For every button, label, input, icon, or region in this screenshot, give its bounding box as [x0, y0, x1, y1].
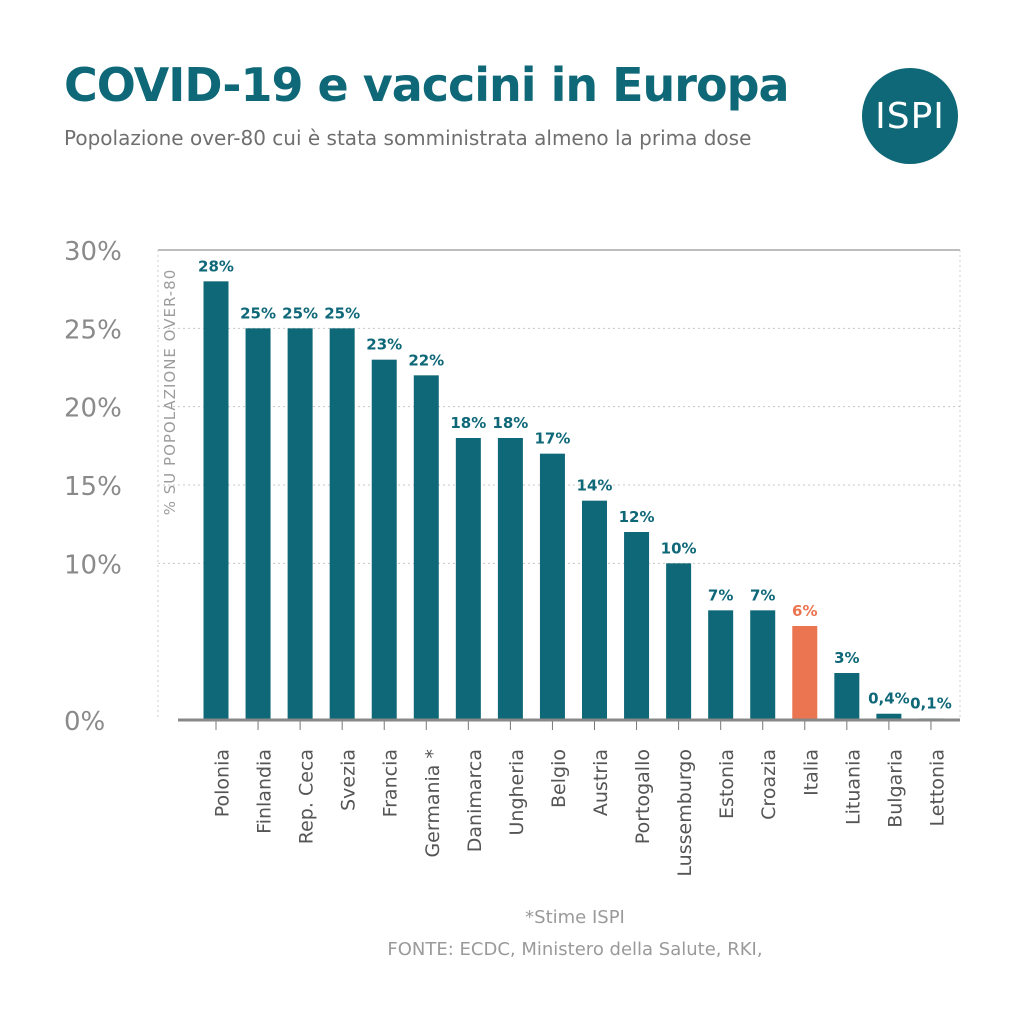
data-label: 18%: [492, 414, 528, 432]
bar: [329, 328, 355, 720]
data-label: 10%: [661, 539, 697, 557]
x-tick-label: Lussemburgo: [674, 749, 696, 877]
bar: [371, 359, 397, 720]
x-tick-label: Lituania: [842, 749, 864, 825]
ispi-logo: ISPI: [862, 68, 958, 164]
bar: [792, 626, 818, 720]
data-label: 25%: [240, 304, 276, 322]
bar: [497, 438, 523, 720]
bar: [582, 500, 607, 720]
y-tick-label: 30%: [64, 237, 122, 267]
data-label: 7%: [750, 586, 775, 604]
x-tick-label: Bulgaria: [884, 749, 906, 828]
bar: [287, 328, 313, 720]
y-tick-label: 0%: [64, 707, 105, 737]
y-tick-label: 20%: [64, 394, 122, 424]
data-label: 28%: [198, 257, 234, 275]
bar: [834, 673, 860, 720]
x-tick-label: Portogallo: [632, 749, 654, 844]
bar: [203, 281, 229, 720]
data-label: 14%: [577, 477, 613, 495]
bar: [245, 328, 271, 720]
x-tick-label: Belgio: [548, 749, 570, 808]
x-tick-label: Francia: [380, 749, 402, 817]
data-label: 12%: [619, 508, 655, 526]
chart-title: COVID-19 e vaccini in Europa: [64, 58, 790, 112]
y-tick-label: 10%: [64, 550, 122, 580]
x-tick-label: Ungheria: [506, 749, 528, 835]
data-label: 22%: [408, 351, 444, 369]
source-note: FONTE: ECDC, Ministero della Salute, RKI…: [387, 939, 763, 960]
bar: [876, 713, 902, 720]
x-tick-label: Danimarca: [464, 749, 486, 852]
x-tick-label: Italia: [800, 749, 822, 796]
data-label: 23%: [366, 336, 402, 354]
data-label: 17%: [534, 430, 570, 448]
x-tick-label: Finlandia: [254, 749, 276, 834]
data-label: 25%: [324, 304, 360, 322]
x-tick-label: Austria: [590, 749, 612, 816]
data-label: 3%: [834, 649, 859, 667]
chart-subtitle: Popolazione over-80 cui è stata somminis…: [64, 126, 752, 150]
data-label: 7%: [708, 586, 733, 604]
data-label: 0,1%: [910, 694, 952, 712]
bar: [539, 453, 565, 720]
bar: [413, 375, 439, 720]
data-label: 25%: [282, 304, 318, 322]
bar: [455, 438, 481, 720]
x-tick-label: Rep. Ceca: [296, 749, 318, 844]
bar: [624, 532, 650, 720]
data-label: 0,4%: [868, 690, 910, 708]
data-label: 18%: [450, 414, 486, 432]
y-tick-label: 25%: [64, 315, 122, 345]
x-tick-label: Germania *: [422, 749, 444, 858]
bar: [750, 610, 776, 720]
y-tick-label: 15%: [64, 472, 122, 502]
bar: [666, 563, 692, 720]
x-tick-label: Svezia: [338, 749, 360, 811]
x-tick-label: Estonia: [716, 749, 738, 819]
x-tick-label: Lettonia: [926, 749, 948, 826]
x-tick-label: Polonia: [212, 749, 234, 817]
footnote: *Stime ISPI: [525, 907, 625, 928]
data-label: 6%: [792, 602, 817, 620]
logo-text: ISPI: [875, 95, 945, 137]
bar: [708, 610, 734, 720]
x-tick-label: Croazia: [758, 749, 780, 820]
